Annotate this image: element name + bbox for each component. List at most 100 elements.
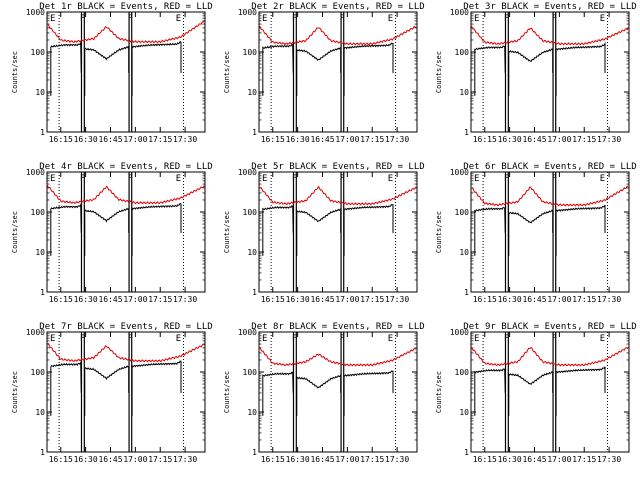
x-tick-label: 16:15 (49, 295, 73, 304)
y-tick-label: 1 (40, 448, 45, 457)
y-axis-label: Counts/sec (435, 371, 443, 413)
events-series-line (50, 203, 82, 256)
flag-label: E (176, 334, 181, 344)
events-series-line (262, 371, 294, 416)
y-axis-label: Counts/sec (11, 211, 19, 253)
x-tick-label: 16:45 (522, 455, 546, 464)
x-tick-label: 17:15 (148, 135, 172, 144)
y-tick-label: 100 (243, 368, 258, 377)
y-tick-label: 10 (459, 248, 469, 257)
x-tick-label: 17:30 (385, 455, 409, 464)
y-tick-label: 10 (247, 88, 257, 97)
events-series-line (84, 44, 130, 96)
x-tick-label: 17:30 (173, 295, 197, 304)
detector-panel: Det 8r BLACK = Events, RED = LLD Counts/s… (223, 322, 425, 464)
lld-series-line (258, 25, 417, 46)
events-series-line (131, 360, 182, 416)
x-tick-label: 17:00 (547, 135, 571, 144)
x-tick-label: 17:15 (360, 295, 384, 304)
panel-title: Det 9r BLACK = Events, RED = LLD (463, 322, 636, 332)
x-tick-label: 17:30 (173, 455, 197, 464)
flag-label: F (504, 334, 509, 344)
lld-series-line (470, 346, 629, 367)
y-tick-label: 1000 (450, 8, 469, 17)
events-series-line (296, 207, 342, 256)
y-tick-label: 1 (252, 448, 257, 457)
y-tick-label: 1000 (26, 328, 45, 337)
flag-label: F (552, 14, 557, 24)
y-tick-label: 10 (247, 408, 257, 417)
panel-title: Det 4r BLACK = Events, RED = LLD (39, 162, 212, 172)
x-tick-label: 17:30 (173, 135, 197, 144)
detector-panel: Det 2r BLACK = Events, RED = LLD Counts/s… (223, 2, 425, 144)
events-series-line (50, 41, 82, 96)
x-tick-label: 16:30 (74, 455, 98, 464)
x-tick-label: 16:45 (522, 295, 546, 304)
x-tick-label: 17:30 (385, 295, 409, 304)
x-tick-label: 16:15 (261, 135, 285, 144)
events-series-line (474, 45, 506, 96)
x-tick-label: 16:30 (74, 135, 98, 144)
flag-label: E (600, 174, 605, 184)
y-tick-label: 100 (455, 48, 470, 57)
detector-panel: Det 7r BLACK = Events, RED = LLD Counts/s… (11, 322, 213, 464)
x-tick-label: 16:45 (310, 295, 334, 304)
y-tick-label: 1000 (238, 328, 257, 337)
x-tick-label: 16:30 (286, 295, 310, 304)
plot-frame (258, 11, 418, 133)
lld-series-line (46, 342, 205, 363)
flag-label: E (176, 174, 181, 184)
y-tick-label: 1 (40, 288, 45, 297)
events-series-line (555, 204, 606, 256)
flag-label: E (262, 14, 267, 24)
y-tick-label: 1000 (450, 168, 469, 177)
y-axis-label: Counts/sec (223, 211, 231, 253)
y-tick-label: 1000 (26, 168, 45, 177)
y-axis-label: Counts/sec (223, 371, 231, 413)
detector-panel: Det 9r BLACK = Events, RED = LLD Counts/s… (435, 322, 637, 464)
y-axis-label: Counts/sec (11, 371, 19, 413)
x-tick-label: 16:45 (310, 455, 334, 464)
x-tick-label: 17:00 (335, 295, 359, 304)
events-series-line (474, 207, 506, 256)
x-tick-label: 17:00 (123, 135, 147, 144)
flag-label: F (552, 174, 557, 184)
x-tick-label: 16:15 (49, 455, 73, 464)
panel-title: Det 8r BLACK = Events, RED = LLD (251, 322, 424, 332)
x-tick-label: 17:00 (335, 135, 359, 144)
y-axis-label: Counts/sec (435, 211, 443, 253)
events-series-line (262, 43, 294, 96)
events-series-line (343, 203, 394, 256)
x-tick-label: 16:30 (286, 135, 310, 144)
plot-frame (470, 171, 630, 293)
y-tick-label: 100 (243, 48, 258, 57)
events-series-line (555, 366, 606, 416)
flag-label: F (80, 14, 85, 24)
events-series-line (84, 207, 130, 256)
flag-label: F (504, 14, 509, 24)
x-tick-label: 17:15 (360, 455, 384, 464)
detector-panel: Det 1r BLACK = Events, RED = LLD Counts/s… (11, 2, 213, 144)
flag-label: E (474, 14, 479, 24)
y-tick-label: 100 (31, 368, 46, 377)
x-tick-label: 17:30 (597, 455, 621, 464)
x-tick-label: 16:30 (498, 295, 522, 304)
x-tick-label: 16:45 (310, 135, 334, 144)
flag-label: F (128, 14, 133, 24)
panel-title: Det 5r BLACK = Events, RED = LLD (251, 162, 424, 172)
flag-label: E (262, 334, 267, 344)
x-tick-label: 16:30 (498, 455, 522, 464)
plot-frame (46, 331, 206, 453)
lld-series-line (470, 24, 629, 46)
y-tick-label: 1000 (450, 328, 469, 337)
x-tick-label: 17:00 (123, 295, 147, 304)
flag-label: E (50, 174, 55, 184)
flag-label: E (388, 334, 393, 344)
panel-title: Det 6r BLACK = Events, RED = LLD (463, 162, 636, 172)
flag-label: F (340, 334, 345, 344)
x-tick-label: 16:45 (522, 135, 546, 144)
events-series-line (474, 368, 506, 416)
flag-label: F (128, 334, 133, 344)
